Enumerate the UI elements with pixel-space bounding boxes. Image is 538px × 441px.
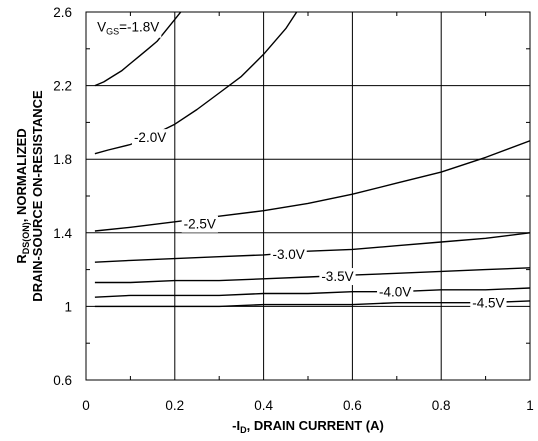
curve-line (94, 232, 530, 263)
curve-line (94, 287, 530, 298)
curve-labels: VGS=-1.8V -2.0V -2.5V -3.0V -3.5V -4.0V -4.5V (95, 18, 507, 312)
curve-line (94, 300, 530, 308)
x-tick-label: 1 (526, 398, 534, 413)
curve-label-bg (377, 283, 414, 301)
curve-label-bg (181, 215, 218, 233)
curve-label: -2.0V (134, 130, 166, 145)
grid-lines (86, 12, 530, 380)
curves (94, 12, 530, 308)
y-tick-label: 0.6 (53, 373, 72, 388)
curve-label-bg (319, 268, 356, 286)
y-tick-labels: 0.6 1 1.4 1.8 2.2 2.6 (53, 5, 72, 388)
curve-label-bg (131, 129, 169, 147)
x-tick-labels: 0 0.2 0.4 0.6 0.8 1 (82, 398, 534, 413)
y-tick-label: 2.2 (53, 79, 72, 94)
curve-line (94, 12, 298, 155)
x-tick-label: 0 (82, 398, 90, 413)
y-tick-label: 1.8 (53, 152, 72, 167)
y-tick-label: 1.4 (53, 226, 72, 241)
svg-text:RDS(ON), NORMALIZED: RDS(ON), NORMALIZED (14, 128, 31, 263)
curve-label: VGS=-1.8V (97, 20, 159, 37)
minor-ticks (86, 12, 530, 380)
curve-label: -2.5V (184, 217, 216, 232)
plot-frame (85, 11, 531, 381)
curve-line (94, 267, 530, 284)
x-tick-label: 0.4 (254, 398, 273, 413)
y-axis-label: RDS(ON), NORMALIZED DRAIN-SOURCE ON-RESI… (14, 90, 45, 302)
curve-label: -4.0V (379, 285, 411, 300)
curve-line (94, 12, 182, 87)
curve-label: -3.5V (321, 269, 353, 284)
y-tick-label: 1 (64, 299, 72, 314)
curve-label-bg (95, 18, 162, 38)
x-axis-label: -ID, DRAIN CURRENT (A) (232, 418, 384, 435)
x-tick-label: 0.2 (165, 398, 184, 413)
x-tick-label: 0.8 (432, 398, 451, 413)
curve-label: -4.5V (472, 296, 504, 311)
curve-label: -3.0V (272, 247, 304, 262)
svg-text:DRAIN-SOURCE ON-RESISTANCE: DRAIN-SOURCE ON-RESISTANCE (30, 90, 45, 302)
curve-label-bg (270, 245, 307, 263)
y-tick-label: 2.6 (53, 5, 72, 20)
curve-label-bg (470, 294, 507, 312)
curve-line (94, 140, 530, 232)
x-tick-label: 0.6 (343, 398, 362, 413)
